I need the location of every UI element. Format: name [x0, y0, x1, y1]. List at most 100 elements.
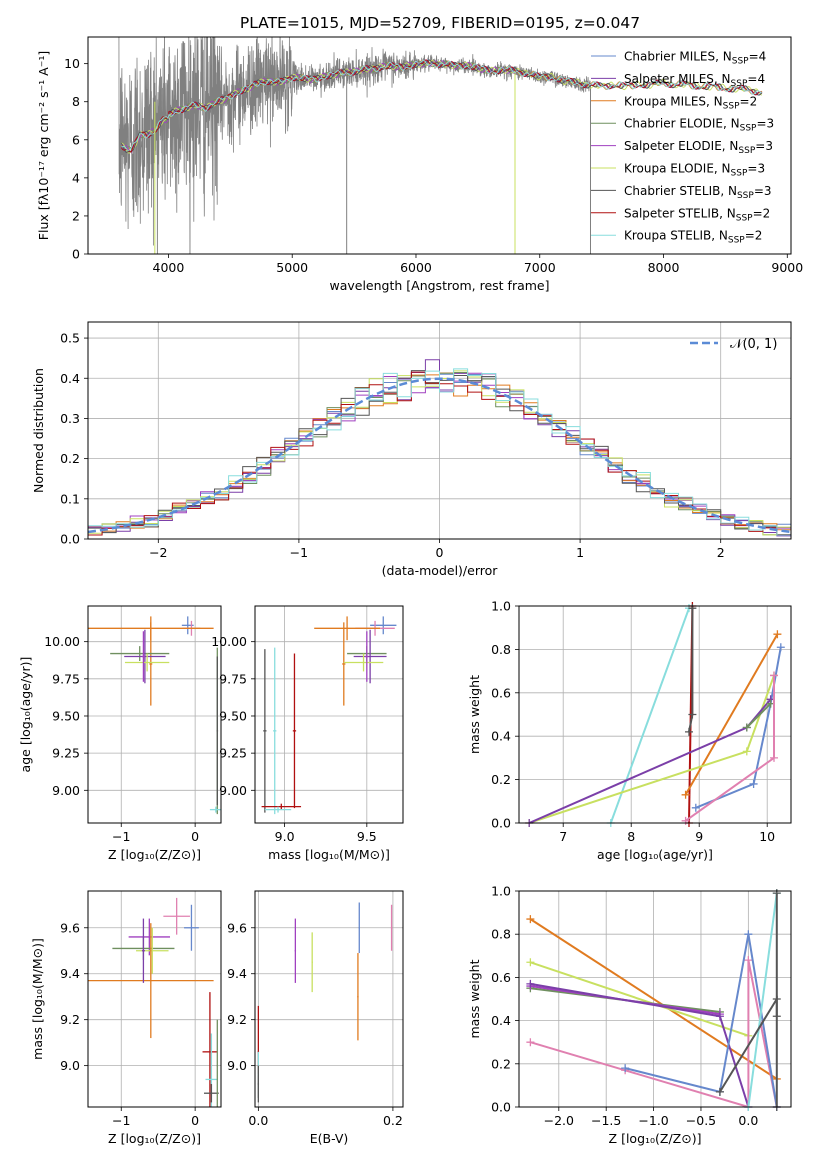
x-tick-label: 9: [695, 829, 703, 844]
x-tick-label: 6000: [400, 260, 432, 275]
y-tick-label: 0.2: [60, 451, 80, 466]
legend-label-text: Salpeter STELIB, N: [624, 206, 736, 220]
series-line-kroupa_miles: [684, 633, 779, 796]
series-line-kroupa_stelib: [747, 893, 778, 1107]
ticks: 7 8 9 10 0.0 0.2 0.4 0.6 0.8 1.0: [491, 599, 775, 845]
y-tick-label: 9.75: [219, 671, 247, 686]
massweight-vs-age-panel: 7 8 9 10 0.0 0.2 0.4 0.6 0.8 1.0 age [log₁₀(age/yr…: [467, 599, 792, 862]
legend-label-tail: =2: [745, 229, 763, 243]
mass-vs-metallicity-panel: −1 0 9.0 9.2 9.4 9.6 Z [log₁₀(Z/Z⊙)] mass [log₁…: [30, 890, 222, 1146]
grid-lines: [88, 606, 221, 823]
y-tick-label: 0.8: [491, 642, 511, 657]
legend-label-tail: =2: [740, 94, 758, 108]
legend-label-text: Kroupa MILES, N: [624, 94, 723, 108]
x-tick-label: 7000: [524, 260, 556, 275]
legend-label-tail: =3: [756, 117, 774, 131]
ticks: −1 0 9.00 9.25 9.50 9.75 10.00: [44, 634, 199, 844]
legend-label-sub: SSP: [740, 124, 757, 134]
series-marker: [742, 723, 751, 732]
y-tick-label: 9.50: [219, 708, 247, 723]
legend-label-sub: SSP: [738, 146, 755, 156]
series-line-kroupa_elodie: [528, 675, 775, 823]
y-tick-label: 0.6: [491, 970, 511, 985]
y-tick-label: 9.00: [219, 783, 247, 798]
y-tick-label: 9.0: [60, 1058, 80, 1073]
y-tick-label: 9.4: [60, 966, 80, 981]
y-tick-label: 0.6: [491, 685, 511, 700]
x-tick-label: −1: [112, 1113, 130, 1128]
y-tick-label: 9.2: [60, 1012, 80, 1027]
y-tick-label: 9.0: [227, 1058, 247, 1073]
legend-label-tail: =4: [747, 72, 765, 86]
y-tick-label: 0.4: [491, 1013, 511, 1028]
y-tick-label: 6: [72, 132, 80, 147]
x-tick-label: −2.0: [544, 1113, 574, 1128]
x-axis-label: E(B-V): [310, 1131, 349, 1146]
y-tick-label: 9.00: [52, 783, 80, 798]
series-marker: [749, 779, 758, 788]
axes-frame: [254, 890, 404, 1108]
series-marker: [772, 889, 781, 898]
legend-label: Salpeter STELIB, NSSP=2: [624, 206, 770, 223]
series-marker: [770, 671, 778, 680]
series-marker: [691, 803, 700, 812]
x-tick-label: 0: [191, 1113, 199, 1128]
ticks: 0.0 0.2 9.0 9.2 9.4 9.6: [227, 920, 403, 1128]
y-tick-label: 0.0: [491, 1100, 511, 1115]
legend-label: 𝒩(0, 1): [730, 337, 777, 352]
axes-frame: [518, 890, 792, 1108]
x-tick-label: 2: [717, 545, 725, 560]
ticks: −1 0 9.0 9.2 9.4 9.6: [60, 920, 199, 1128]
x-axis-label: mass [log₁₀(M/M⊙)]: [268, 847, 390, 862]
y-tick-label: 0.2: [491, 772, 511, 787]
legend-label-tail: =4: [749, 50, 767, 64]
legend-label-text: Kroupa STELIB, N: [624, 229, 728, 243]
legend-label-sub: SSP: [723, 101, 740, 111]
legend-label-text: Chabrier STELIB, N: [624, 184, 737, 198]
x-tick-label: −0.5: [686, 1113, 716, 1128]
y-tick-label: 1.0: [491, 599, 511, 614]
legend-label-sub: SSP: [731, 79, 748, 89]
grid-lines: [255, 891, 403, 1107]
series-marker: [715, 1087, 724, 1096]
x-tick-label: −1.0: [638, 1113, 668, 1128]
grid-lines: [255, 606, 403, 823]
series-marker: [744, 930, 753, 939]
legend-label: Salpeter ELODIE, NSSP=3: [624, 139, 773, 156]
spectrum-panel: 4000 5000 6000 7000 8000 9000 0 2 4 6 8 10 wavelengt…: [36, 36, 803, 293]
x-tick-label: 0.2: [383, 1113, 403, 1128]
y-axis-label: mass weight: [467, 675, 482, 754]
x-tick-label: 9.0: [275, 829, 295, 844]
model-spectrum-chabrier_stelib: [120, 59, 763, 153]
x-tick-label: 0.0: [248, 1113, 268, 1128]
y-tick-label: 8: [72, 94, 80, 109]
y-tick-label: 0.0: [491, 816, 511, 831]
legend-label-tail: =3: [755, 139, 773, 153]
y-tick-label: 0: [72, 247, 80, 262]
age-vs-metallicity-panel: −1 0 9.00 9.25 9.50 9.75 10.00 Z [log₁₀(Z/Z⊙)] a…: [18, 605, 222, 862]
y-tick-label: 9.6: [227, 920, 247, 935]
axes-frame: [87, 890, 222, 1108]
y-tick-label: 10.00: [211, 634, 247, 649]
x-axis-label: age [log₁₀(age/yr)]: [597, 847, 713, 862]
series-marker: [744, 956, 753, 965]
grid-lines: [519, 605, 791, 824]
series-marker: [742, 747, 751, 756]
y-tick-label: 9.50: [52, 708, 80, 723]
y-tick-label: 9.25: [219, 746, 247, 761]
legend-label: Salpeter MILES, NSSP=4: [624, 72, 765, 89]
x-tick-label: 10: [759, 829, 775, 844]
y-tick-label: 9.75: [52, 671, 80, 686]
x-tick-label: 0: [191, 829, 199, 844]
axes-frame: [87, 321, 792, 540]
legend-label-sub: SSP: [731, 169, 748, 179]
x-tick-label: 8000: [648, 260, 680, 275]
series-line-pink: [530, 959, 778, 1107]
legend-label-tail: =3: [754, 184, 772, 198]
legend-label-tail: =3: [747, 162, 765, 176]
y-tick-label: 4: [72, 170, 80, 185]
y-tick-label: 0.3: [60, 411, 80, 426]
legend-label-text: Chabrier MILES, N: [624, 50, 732, 64]
y-tick-label: 9.25: [52, 746, 80, 761]
series-marker: [526, 979, 535, 988]
